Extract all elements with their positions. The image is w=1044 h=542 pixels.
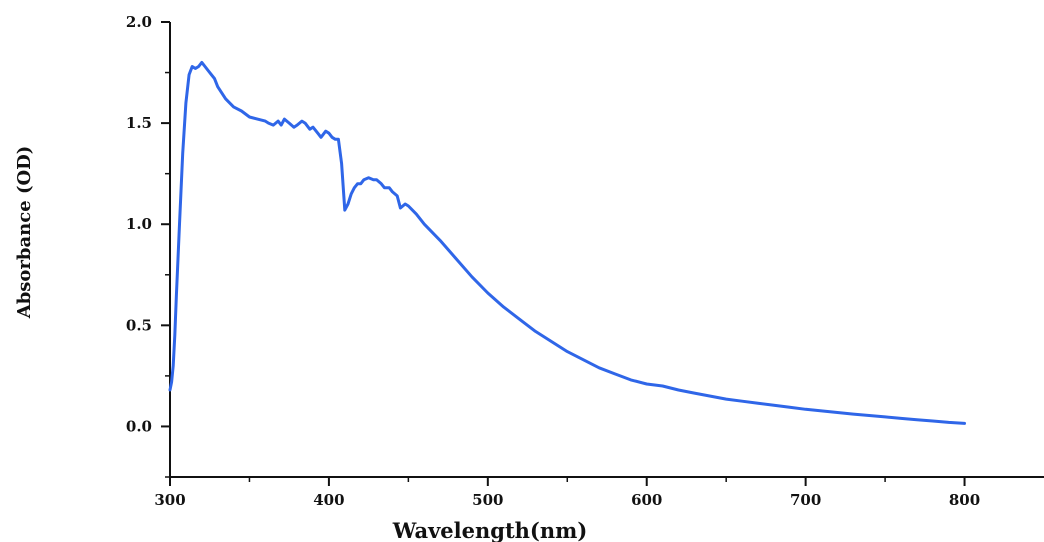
ticks: 0.0 0.5 1.0 1.5 2.0 300 400 500 600 700 800 [126, 13, 980, 509]
y-tick-label: 1.0 [126, 215, 152, 233]
y-tick-label: 0.0 [126, 417, 152, 435]
x-tick-label: 600 [631, 491, 662, 509]
y-axis-title: Absorbance (OD) [14, 146, 35, 320]
x-tick-label: 700 [790, 491, 821, 509]
y-tick-label: 0.5 [126, 316, 152, 334]
x-tick-label: 800 [949, 491, 980, 509]
y-tick-label: 2.0 [126, 13, 152, 31]
y-tick-label: 1.5 [126, 114, 152, 132]
x-axis-title: Wavelength(nm) [392, 518, 588, 542]
series [168, 60, 966, 425]
x-tick-label: 400 [313, 491, 344, 509]
absorbance-series-line [168, 60, 966, 425]
axes [169, 22, 1044, 478]
x-tick-label: 300 [154, 491, 185, 509]
x-tick-label: 500 [472, 491, 503, 509]
